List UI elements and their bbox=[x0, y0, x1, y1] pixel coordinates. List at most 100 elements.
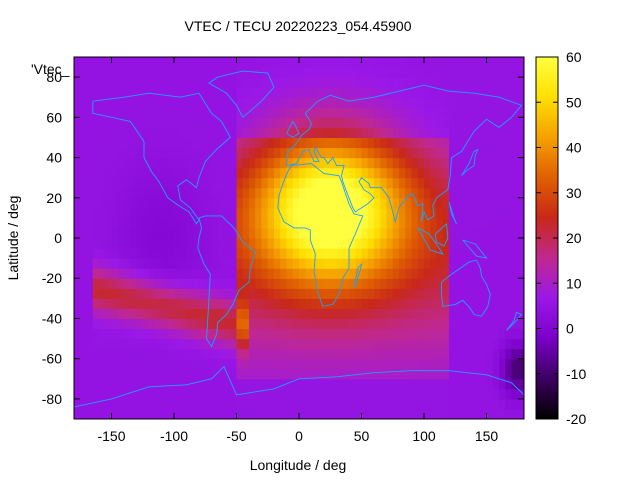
heatmap-cell bbox=[324, 248, 331, 259]
heatmap-cell bbox=[99, 408, 106, 419]
heatmap-cell bbox=[342, 308, 350, 320]
heatmap-cell bbox=[255, 328, 263, 340]
heatmap-cell bbox=[136, 97, 144, 108]
heatmap-cell bbox=[374, 207, 381, 219]
heatmap-cell bbox=[211, 187, 219, 199]
heatmap-cell bbox=[286, 358, 294, 370]
heatmap-cell bbox=[330, 177, 338, 189]
heatmap-cell bbox=[86, 408, 94, 419]
heatmap-cell bbox=[155, 298, 163, 309]
heatmap-cell bbox=[367, 408, 375, 419]
heatmap-cell bbox=[255, 408, 263, 419]
heatmap-cell bbox=[80, 177, 88, 189]
heatmap-cell bbox=[467, 298, 475, 309]
heatmap-cell bbox=[105, 77, 113, 88]
heatmap-cell bbox=[74, 97, 81, 108]
heatmap-cell bbox=[74, 348, 81, 360]
heatmap-cell bbox=[311, 388, 319, 400]
heatmap-cell bbox=[299, 57, 306, 68]
heatmap-cell bbox=[124, 77, 131, 88]
heatmap-cell bbox=[230, 258, 238, 269]
heatmap-cell bbox=[355, 328, 363, 340]
heatmap-cell bbox=[186, 408, 194, 419]
heatmap-cell bbox=[286, 378, 294, 390]
heatmap-cell bbox=[467, 238, 475, 249]
heatmap-cell bbox=[267, 167, 275, 179]
heatmap-cell bbox=[342, 348, 350, 360]
heatmap-cell bbox=[130, 87, 138, 98]
heatmap-cell bbox=[349, 197, 356, 209]
heatmap-cell bbox=[299, 308, 306, 320]
heatmap-cell bbox=[174, 197, 181, 209]
heatmap-cell bbox=[361, 338, 369, 350]
heatmap-cell bbox=[486, 408, 494, 419]
heatmap-cell bbox=[324, 137, 331, 149]
heatmap-cell bbox=[324, 87, 331, 98]
heatmap-cell bbox=[167, 147, 175, 159]
heatmap-cell bbox=[105, 67, 113, 78]
heatmap-cell bbox=[161, 167, 169, 179]
heatmap-cell bbox=[330, 117, 338, 128]
heatmap-cell bbox=[111, 137, 119, 149]
heatmap-cell bbox=[286, 368, 294, 380]
heatmap-cell bbox=[180, 67, 188, 78]
heatmap-cell bbox=[492, 368, 500, 380]
heatmap-cell bbox=[230, 167, 238, 179]
heatmap-cell bbox=[392, 197, 400, 209]
heatmap-cell bbox=[149, 217, 156, 229]
heatmap-cell bbox=[286, 127, 294, 139]
heatmap-cell bbox=[111, 368, 119, 380]
heatmap-cell bbox=[167, 408, 175, 419]
heatmap-cell bbox=[317, 368, 325, 380]
heatmap-cell bbox=[367, 107, 375, 118]
heatmap-cell bbox=[511, 87, 519, 98]
heatmap-cell bbox=[249, 57, 256, 68]
heatmap-cell bbox=[124, 167, 131, 179]
heatmap-cell bbox=[374, 197, 381, 209]
heatmap-cell bbox=[136, 57, 144, 68]
heatmap-cell bbox=[461, 57, 469, 68]
heatmap-cell bbox=[174, 328, 181, 340]
heatmap-cell bbox=[274, 157, 281, 169]
heatmap-cell bbox=[86, 167, 94, 179]
heatmap-cell bbox=[336, 97, 344, 108]
heatmap-cell bbox=[167, 308, 175, 320]
heatmap-cell bbox=[205, 207, 213, 219]
heatmap-cell bbox=[492, 157, 500, 169]
heatmap-cell bbox=[474, 197, 481, 209]
heatmap-cell bbox=[142, 87, 150, 98]
heatmap-cell bbox=[261, 348, 269, 360]
heatmap-cell bbox=[224, 238, 231, 249]
heatmap-cell bbox=[92, 227, 100, 239]
heatmap-cell bbox=[174, 177, 181, 189]
heatmap-cell bbox=[449, 348, 456, 360]
heatmap-cell bbox=[442, 328, 450, 340]
heatmap-cell bbox=[292, 127, 300, 139]
heatmap-cell bbox=[430, 77, 438, 88]
heatmap-cell bbox=[455, 67, 463, 78]
coastline-segment bbox=[286, 120, 300, 138]
heatmap-cell bbox=[305, 318, 313, 330]
heatmap-cell bbox=[299, 338, 306, 350]
heatmap-cell bbox=[392, 217, 400, 229]
heatmap-cell bbox=[205, 318, 213, 330]
heatmap-cell bbox=[486, 258, 494, 269]
heatmap-cell bbox=[86, 278, 94, 289]
heatmap-cell bbox=[349, 217, 356, 229]
heatmap-cell bbox=[499, 278, 506, 289]
heatmap-cell bbox=[186, 227, 194, 239]
heatmap-cell bbox=[142, 207, 150, 219]
heatmap-cell bbox=[286, 258, 294, 269]
heatmap-cell bbox=[430, 268, 438, 279]
heatmap-cell bbox=[380, 338, 388, 350]
heatmap-cell bbox=[499, 167, 506, 179]
heatmap-cell bbox=[292, 87, 300, 98]
heatmap-cell bbox=[305, 97, 313, 108]
heatmap-cell bbox=[436, 67, 444, 78]
heatmap-cell bbox=[499, 107, 506, 118]
heatmap-cell bbox=[180, 87, 188, 98]
heatmap-cell bbox=[261, 127, 269, 139]
heatmap-cell bbox=[474, 177, 481, 189]
heatmap-cell bbox=[480, 157, 488, 169]
coastline-segment bbox=[417, 227, 444, 255]
